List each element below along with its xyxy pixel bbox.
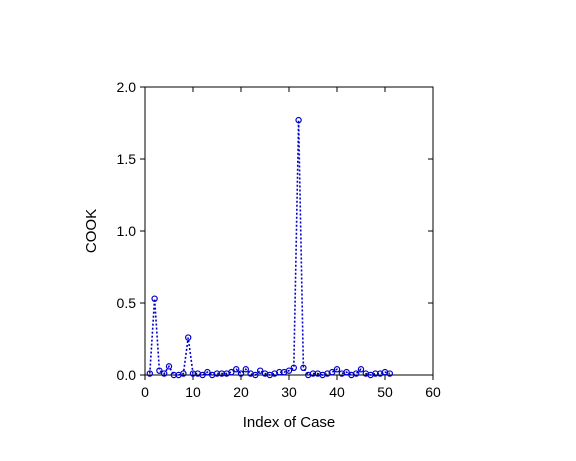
data-point (252, 371, 259, 379)
data-points (146, 116, 393, 379)
data-point (228, 368, 235, 376)
data-point (285, 367, 293, 374)
data-point (165, 363, 173, 370)
data-point (295, 116, 302, 124)
x-tick-label: 50 (377, 384, 393, 400)
data-point (160, 370, 168, 377)
data-point (242, 366, 249, 373)
x-tick-label: 20 (233, 384, 249, 400)
axis-ticks (140, 86, 434, 380)
data-point (386, 370, 393, 377)
y-tick-label: 1.0 (117, 223, 137, 239)
data-point (357, 366, 365, 373)
data-point (237, 370, 245, 377)
y-axis-label: COOK (83, 209, 100, 253)
x-axis-label: Index of Case (243, 414, 336, 431)
series-line (149, 120, 391, 376)
y-tick-label: 2.0 (117, 79, 137, 95)
data-point (184, 334, 192, 341)
data-point (151, 295, 158, 302)
data-point (199, 371, 206, 379)
data-point (180, 370, 187, 377)
data-point (204, 368, 211, 376)
data-point (290, 364, 297, 371)
x-tick-label: 40 (329, 384, 345, 400)
data-point (146, 370, 153, 377)
x-tick-label: 0 (141, 384, 149, 400)
data-point (343, 368, 350, 376)
y-tick-label: 0.0 (117, 367, 137, 383)
plot-frame (144, 86, 434, 376)
data-point (329, 368, 336, 376)
y-tick-label: 0.5 (117, 295, 137, 311)
data-point (333, 366, 341, 373)
x-tick-label: 30 (281, 384, 297, 400)
x-tick-label: 10 (185, 384, 201, 400)
data-point (353, 370, 360, 377)
data-point (300, 364, 307, 371)
data-point (257, 367, 264, 374)
data-point (156, 367, 163, 374)
y-tick-label: 1.5 (117, 151, 137, 167)
x-tick-label: 60 (425, 384, 441, 400)
data-point (232, 366, 240, 373)
tick-labels: 0 10 20 30 40 50 60 0.0 0.5 1.0 1.5 2.0 (117, 79, 441, 400)
